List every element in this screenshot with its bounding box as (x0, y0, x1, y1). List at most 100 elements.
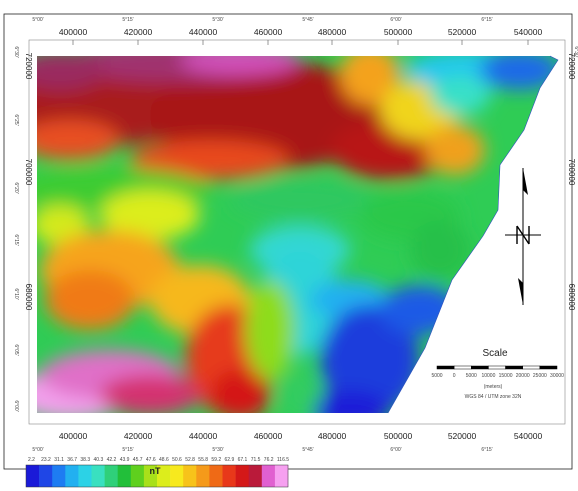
colorbar-swatch (52, 465, 66, 487)
bottom-easting-label: 460000 (254, 431, 283, 441)
scale-title: Scale (482, 348, 507, 359)
colorbar-value-label: 59.2 (211, 457, 221, 463)
colorbar-value-label: 47.6 (146, 457, 156, 463)
left-northing-label: 680000 (24, 284, 33, 311)
colorbar-swatch (130, 465, 145, 487)
colorbar-value-label: 76.2 (264, 457, 274, 463)
scale-label: 5000 (466, 373, 477, 379)
projection-note: WGS 84 / UTM zone 32N (465, 394, 522, 400)
top-easting-label: 440000 (189, 27, 218, 37)
colorbar-swatch (196, 465, 210, 487)
bottom-easting-label: 440000 (189, 431, 218, 441)
colorbar-swatch (143, 465, 158, 487)
scale-label: 30000 (550, 373, 564, 379)
bottom-longitude-label: 5°15' (122, 447, 133, 453)
colorbar-value-label: 23.2 (41, 457, 51, 463)
colorbar-swatch (261, 465, 276, 487)
map-neatline (28, 39, 566, 425)
colorbar-swatch (104, 465, 118, 487)
right-northing-label: 680000 (567, 284, 576, 311)
colorbar-value-label: 116.5 (277, 457, 289, 463)
north-arrow-icon (505, 168, 541, 305)
colorbar-value-label: 31.1 (54, 457, 64, 463)
scale-label: 20000 (516, 373, 530, 379)
left-latitude-label: 6°20' (13, 182, 19, 193)
scale-label: 0 (453, 373, 456, 379)
coastline (387, 55, 559, 414)
colorbar-value-label: 55.8 (198, 457, 208, 463)
scale-label: 5000 (431, 373, 442, 379)
colorbar-swatch (78, 465, 92, 487)
colorbar-value-label: 50.6 (172, 457, 182, 463)
scale-segment (522, 365, 541, 370)
bottom-longitude-label: 5°30' (212, 447, 223, 453)
colorbar-swatch (209, 465, 223, 487)
top-longitude-label: 5°15' (122, 17, 133, 23)
top-easting-label: 500000 (384, 27, 413, 37)
colorbar-swatch (117, 465, 132, 487)
colorbar-swatch (222, 465, 236, 487)
top-longitude-label: 6°00' (390, 17, 401, 23)
right-latitude-label: 6°30' (573, 46, 578, 57)
right-northing-label: 720000 (567, 53, 576, 80)
left-latitude-label: 6°05' (13, 344, 19, 355)
colorbar-value-label: 38.3 (80, 457, 90, 463)
scale-segment (436, 365, 455, 370)
colorbar-value-label: 36.7 (67, 457, 77, 463)
top-longitude-label: 5°45' (302, 17, 313, 23)
colorbar-unit-label: nT (150, 466, 161, 476)
right-northing-label: 700000 (567, 159, 576, 186)
colorbar-swatch (274, 465, 289, 487)
top-easting-label: 520000 (448, 27, 477, 37)
left-latitude-label: 6°30' (13, 46, 19, 57)
colorbar-swatch (65, 465, 79, 487)
scale-segment (471, 365, 489, 370)
colorbar: 2.2 23.2 31.1 36.7 38.3 40.3 42.2 43.9 45.7 47.6 4… (25, 457, 289, 488)
bottom-easting-label: 480000 (318, 431, 347, 441)
scale-label: 15000 (499, 373, 513, 379)
left-northing-label: 720000 (24, 53, 33, 80)
colorbar-value-label: 62.9 (225, 457, 235, 463)
colorbar-value-label: 2.2 (28, 457, 35, 463)
colorbar-value-label: 67.1 (238, 457, 248, 463)
magnetic-anomaly-raster (37, 56, 558, 413)
scale-segment (488, 365, 506, 370)
top-longitude-label: 5°30' (212, 17, 223, 23)
scale-segment (505, 365, 523, 370)
colorbar-swatch (235, 465, 249, 487)
scale-label: 10000 (481, 373, 495, 379)
bottom-easting-label: 540000 (514, 431, 543, 441)
left-latitude-label: 6°25' (13, 114, 19, 125)
colorbar-swatch (183, 465, 197, 487)
top-easting-label: 480000 (318, 27, 347, 37)
top-longitude-label: 6°15' (481, 17, 492, 23)
top-easting-label: 540000 (514, 27, 543, 37)
scale-units: (meters) (484, 384, 503, 390)
colorbar-value-label: 52.8 (185, 457, 195, 463)
bottom-easting-label: 400000 (59, 431, 88, 441)
top-easting-label: 420000 (124, 27, 153, 37)
scale-label: 25000 (533, 373, 547, 379)
colorbar-value-label: 45.7 (133, 457, 143, 463)
top-easting-label: 400000 (59, 27, 88, 37)
colorbar-value-label: 42.2 (107, 457, 117, 463)
left-northing-label: 700000 (24, 159, 33, 186)
bottom-longitude-label: 6°15' (481, 447, 492, 453)
top-longitude-label: 5°00' (32, 17, 43, 23)
top-easting-label: 460000 (254, 27, 283, 37)
bottom-longitude-label: 5°00' (32, 447, 43, 453)
bottom-longitude-label: 6°00' (390, 447, 401, 453)
bottom-longitude-label: 5°45' (302, 447, 313, 453)
colorbar-value-label: 71.5 (251, 457, 261, 463)
colorbar-swatch (157, 465, 171, 487)
scale-segment (539, 365, 558, 370)
colorbar-swatch (91, 465, 105, 487)
left-latitude-label: 6°15' (13, 234, 19, 245)
scale-segment (453, 365, 472, 370)
colorbar-swatch (39, 465, 53, 487)
scale-bar: Scale 5000 0 5000 10000 15000 20000 25000 30000… (431, 348, 564, 400)
colorbar-swatch (26, 465, 40, 487)
colorbar-value-label: 40.3 (94, 457, 104, 463)
bottom-easting-label: 500000 (384, 431, 413, 441)
